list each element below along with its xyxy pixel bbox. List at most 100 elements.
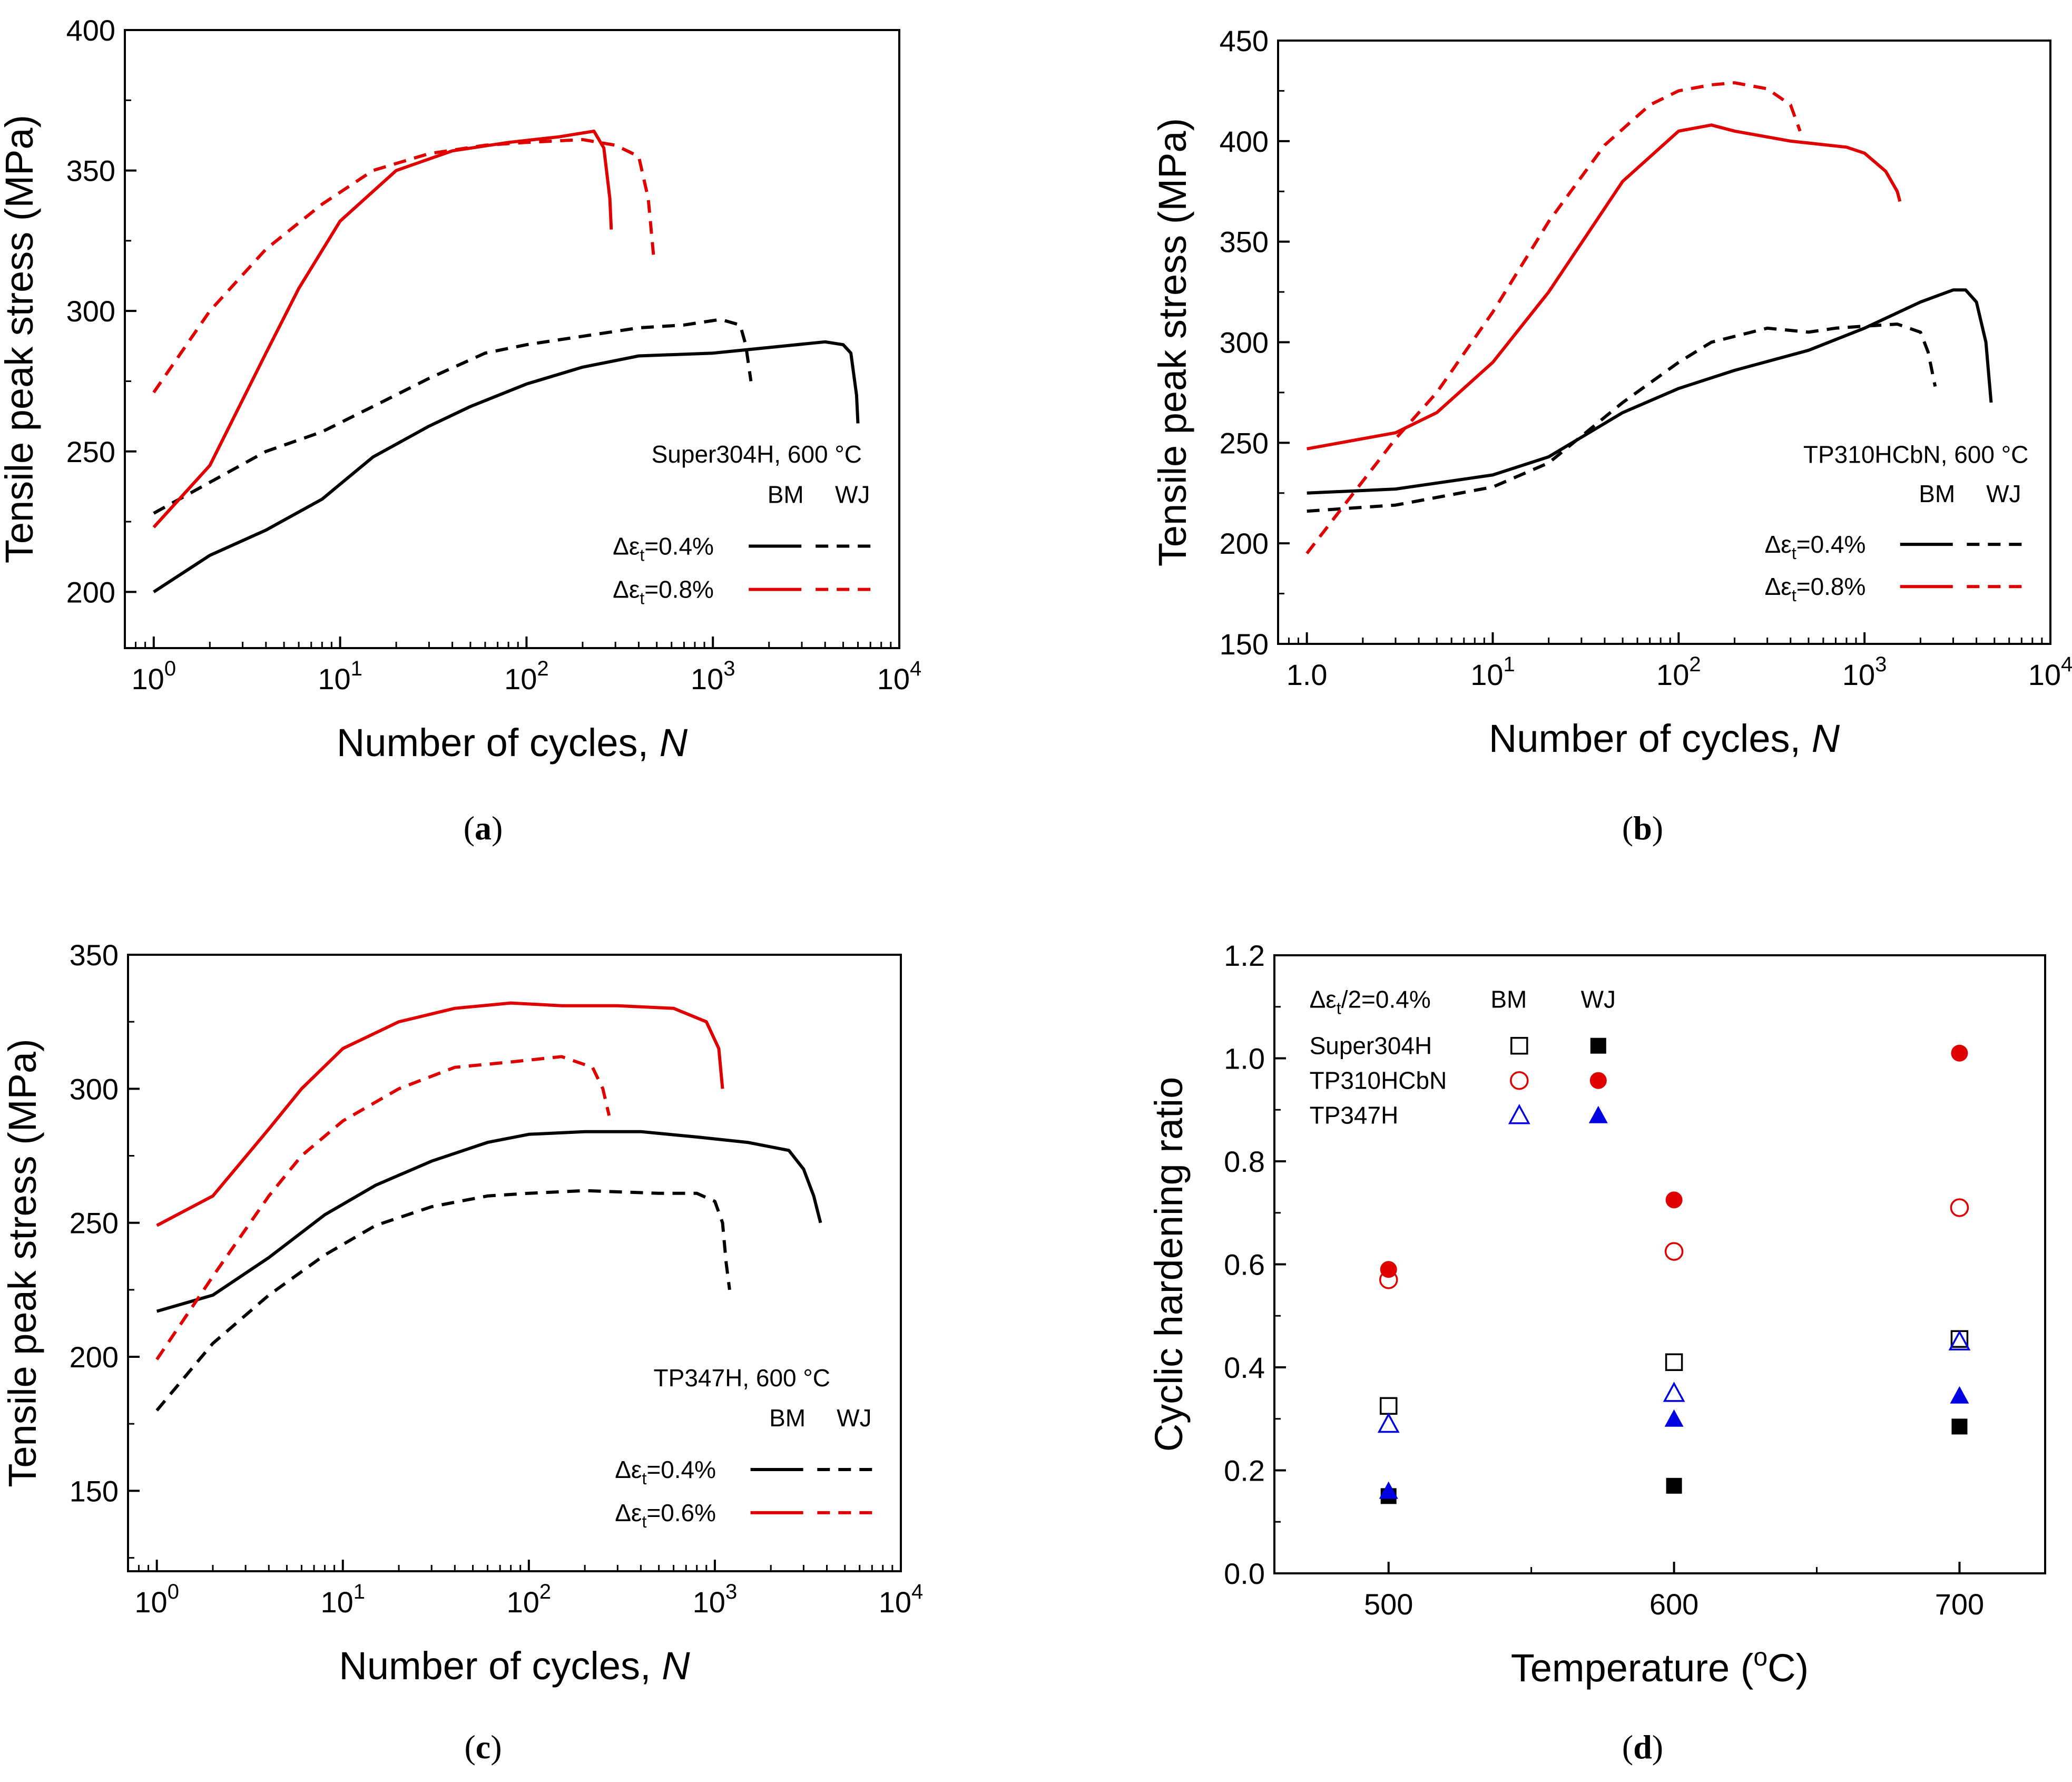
series-line-wj-3 [155,1055,611,1360]
legend-row-label: TP347H [1310,1102,1399,1129]
data-point-bm-circle [1950,1198,1969,1217]
series-group [155,1001,822,1412]
legend-marker-bm [1510,1036,1528,1055]
x-tick-label: 101 [320,1580,365,1619]
x-tick-label: 104 [879,1580,924,1619]
panel-c-chart: 150 200 250 300 350 100 101 102 103 104 Number of … [1,938,923,1766]
x-tick-label: 104 [877,657,922,696]
data-point-wj-triangle [1664,1409,1684,1427]
y-tick-label: 300 [70,1072,119,1105]
y-axis-label: Tensile peak stress (MPa) [1151,118,1194,566]
legend-row-label: Super304H [1310,1032,1432,1060]
legend-col-bm: BM [1919,480,1955,507]
series-line-bm-0 [156,1130,822,1313]
y-tick-label: 250 [1220,426,1269,459]
x-tick-label: 102 [1656,653,1701,691]
series-line-wj-1 [155,1189,731,1412]
y-tick-label: 300 [66,295,115,328]
data-point-bm-square [1665,1353,1683,1371]
data-point-wj-circle [1951,1044,1968,1062]
x-axis-label: Temperature (oC) [1511,1643,1809,1690]
x-tick-label: 1.0 [1287,658,1328,691]
x-tick-label: 104 [2028,653,2072,691]
y-tick-label: 350 [70,938,119,972]
x-tick-label: 103 [693,1580,738,1619]
series-line-bm-0 [1307,288,1993,495]
x-tick-label: 102 [504,657,549,696]
x-tick-label: 103 [691,657,735,696]
panel-caption: (a) [464,809,503,847]
legend-col-wj: WJ [835,481,870,508]
y-tick-label: 200 [70,1340,119,1374]
data-point-wj-triangle [1379,1481,1398,1499]
y-tick-label: 0.6 [1224,1248,1265,1281]
data-point-wj-triangle [1950,1386,1969,1404]
legend-row-label: Δεt=0.4% [615,1456,716,1488]
y-tick-label: 200 [1220,527,1269,560]
series-group [152,129,860,593]
legend-marker-wj [1588,1105,1608,1123]
legend-title: Δεt/2=0.4% [1310,986,1431,1018]
legend-row-label: Δεt=0.6% [615,1499,716,1531]
series-group [1305,81,1993,555]
data-point-bm-triangle [1377,1412,1400,1433]
panel-caption: (c) [464,1728,502,1766]
y-tick-label: 1.2 [1224,939,1265,972]
x-tick-label: 102 [507,1580,552,1619]
y-tick-label: 400 [66,14,115,47]
series-line-wj-1 [1307,322,1937,513]
x-tick-label: 100 [132,657,176,696]
data-point-bm-triangle [1663,1382,1685,1402]
legend-title: TP310HCbN, 600 °C [1803,441,2028,468]
legend-col-wj: WJ [1581,986,1616,1013]
x-tick-label: 700 [1935,1588,1984,1621]
y-axis-label: Tensile peak stress (MPa) [0,115,41,563]
y-tick-label: 150 [1220,628,1269,661]
data-point-wj-square [1666,1477,1682,1494]
series-line-bm-0 [153,340,860,593]
x-tick-label: 103 [1842,653,1887,691]
series-line-wj-1 [153,318,753,515]
y-tick-label: 300 [1220,326,1269,359]
panel-d-chart: 0.0 0.2 0.4 0.6 0.8 1.0 1.2 500 600 700 Temperatur… [1147,939,2046,1766]
legend-marker-bm [1508,1104,1530,1124]
series-line-wj-3 [152,138,655,394]
y-tick-label: 0.0 [1224,1557,1265,1590]
legend-marker-bm [1510,1071,1529,1090]
legend-col-wj: WJ [1986,480,2021,507]
series-line-wj-3 [1305,81,1802,555]
y-tick-label: 0.2 [1224,1454,1265,1487]
legend-marker-wj [1589,1072,1607,1089]
y-tick-label: 150 [70,1474,119,1507]
x-axis-label: Number of cycles, N [339,1644,690,1688]
series-line-bm-2 [156,1001,724,1227]
x-axis-label: Number of cycles, N [337,721,688,765]
y-tick-label: 350 [1220,226,1269,259]
series-line-bm-2 [1307,123,1902,451]
panel-caption: (d) [1622,1728,1663,1766]
y-tick-label: 1.0 [1224,1042,1265,1075]
panel-caption: (b) [1622,809,1663,847]
y-tick-label: 0.4 [1224,1351,1265,1384]
legend-row-label: Δεt=0.8% [1765,573,1866,605]
legend-col-bm: BM [1490,986,1527,1013]
legend-row-label: Δεt=0.4% [613,532,714,564]
y-tick-label: 0.8 [1224,1145,1265,1178]
y-tick-label: 200 [66,575,115,609]
y-axis-label: Tensile peak stress (MPa) [1,1039,44,1487]
plot-frame [127,954,902,1572]
data-point-bm-triangle [1948,1330,1971,1350]
y-axis-label: Cyclic hardening ratio [1147,1077,1191,1452]
x-tick-label: 101 [318,657,362,696]
plot-frame [124,29,900,649]
data-point-wj-circle [1380,1261,1397,1278]
data-point-wj-circle [1665,1191,1683,1209]
x-axis-label: Number of cycles, N [1489,717,1840,760]
y-tick-label: 250 [70,1207,119,1240]
panel-b-chart: 150 200 250 300 350 400 450 1.0 101 102 103 104 Numb… [1151,24,2072,847]
legend-col-wj: WJ [837,1404,871,1432]
data-point-bm-circle [1664,1242,1684,1261]
x-tick-label: 500 [1364,1588,1413,1621]
y-tick-label: 450 [1220,24,1269,57]
